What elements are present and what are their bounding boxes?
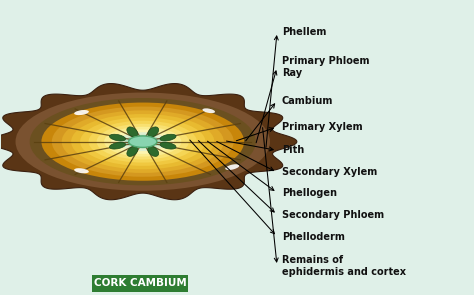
Ellipse shape (128, 136, 157, 148)
Ellipse shape (118, 132, 167, 151)
Ellipse shape (30, 98, 256, 185)
Ellipse shape (62, 110, 224, 173)
Ellipse shape (160, 142, 176, 149)
Ellipse shape (125, 135, 161, 149)
Ellipse shape (111, 130, 174, 154)
Ellipse shape (109, 142, 126, 149)
FancyBboxPatch shape (92, 275, 189, 292)
Text: Phellem: Phellem (282, 27, 326, 37)
Ellipse shape (16, 93, 270, 191)
Text: Phelloderm: Phelloderm (282, 232, 345, 242)
Ellipse shape (89, 121, 197, 163)
Text: CORK CAMBIUM: CORK CAMBIUM (94, 278, 187, 289)
Ellipse shape (160, 134, 176, 141)
Ellipse shape (127, 146, 138, 156)
Ellipse shape (74, 168, 89, 173)
Ellipse shape (41, 103, 244, 181)
Text: Pith: Pith (282, 145, 304, 155)
Ellipse shape (104, 127, 182, 157)
Ellipse shape (52, 106, 234, 177)
Text: Secondary Xylem: Secondary Xylem (282, 167, 377, 177)
Text: Primary Xylem: Primary Xylem (282, 122, 363, 132)
Ellipse shape (202, 108, 215, 113)
Text: Cambium: Cambium (282, 96, 333, 106)
Text: Phellogen: Phellogen (282, 188, 337, 198)
Polygon shape (0, 83, 297, 200)
Ellipse shape (80, 117, 205, 166)
Text: Remains of
ephidermis and cortex: Remains of ephidermis and cortex (282, 255, 406, 277)
Ellipse shape (71, 114, 214, 169)
Ellipse shape (97, 124, 189, 160)
Text: Secondary Phloem: Secondary Phloem (282, 210, 384, 220)
Ellipse shape (74, 110, 89, 115)
Text: Primary Phloem
Ray: Primary Phloem Ray (282, 56, 369, 78)
Ellipse shape (148, 146, 159, 156)
Ellipse shape (109, 134, 126, 141)
Ellipse shape (131, 137, 155, 146)
Ellipse shape (225, 164, 239, 170)
Ellipse shape (148, 127, 159, 137)
Ellipse shape (127, 127, 138, 137)
